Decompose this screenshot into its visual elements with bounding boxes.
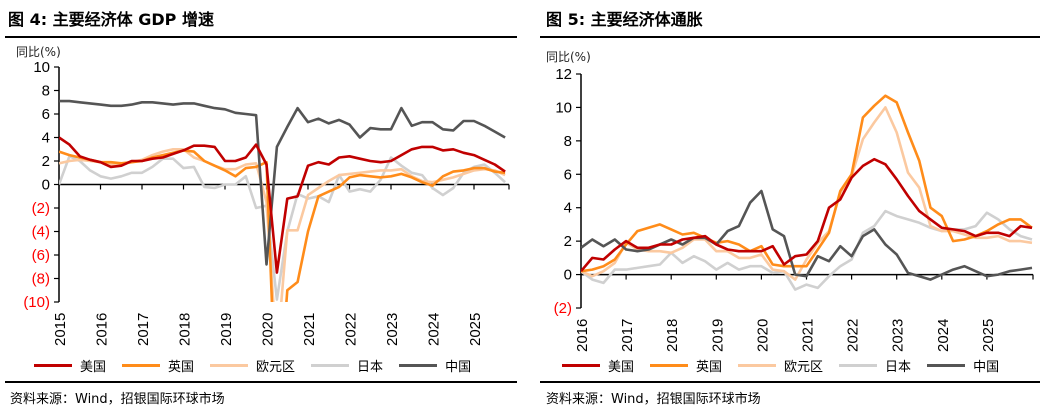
x-tick-label: 2015 (52, 313, 69, 346)
series-line-0 (581, 157, 1033, 273)
series-line-2 (581, 106, 1033, 281)
y-tick-label: 2 (42, 153, 50, 170)
y-tick-label: 8 (564, 133, 572, 150)
x-tick-label: 2017 (619, 319, 636, 352)
right-top-rule (540, 36, 1040, 38)
legend-swatch (839, 364, 878, 367)
legend-item-us: 美国 (34, 356, 106, 375)
series-line-1 (581, 94, 1033, 273)
x-tick-label: 2020 (754, 319, 771, 352)
legend-label: 美国 (80, 360, 107, 375)
y-tick-label: (10) (23, 294, 50, 311)
left-y-axis-label: 同比(%) (16, 45, 61, 59)
y-tick-label: 10 (33, 59, 50, 76)
legend-label: 中国 (973, 360, 1000, 375)
legend-item-japan: 日本 (839, 356, 911, 375)
right-legend: 美国 英国 欧元区 日本 中国 (562, 356, 1015, 375)
legend-item-uk: 英国 (122, 356, 194, 375)
y-tick-label: (4) (32, 224, 50, 241)
y-tick-label: (6) (32, 247, 50, 264)
x-tick-label: 2021 (301, 313, 318, 346)
legend-label: 日本 (885, 360, 912, 375)
y-tick-label: 8 (42, 83, 50, 100)
series-line-0 (59, 136, 506, 274)
x-tick-label: 2019 (218, 313, 235, 346)
x-tick-label: 2016 (574, 319, 591, 352)
left-chart: 10 8 6 4 2 0 (2) (4) (6) (8) (10)2015 2016 2017 2018 2… (23, 59, 510, 346)
y-tick-label: 2 (564, 233, 572, 250)
x-tick-label: 2024 (935, 319, 952, 352)
x-tick-label: 2024 (426, 313, 443, 346)
left-legend: 美国 英国 欧元区 日本 中国 (34, 356, 487, 375)
legend-swatch (738, 364, 777, 367)
y-tick-label: 6 (42, 106, 50, 123)
x-tick-label: 2019 (709, 319, 726, 352)
legend-label: 英国 (696, 360, 723, 375)
left-bottom-rule (5, 381, 517, 383)
legend-item-euro: 欧元区 (738, 356, 823, 375)
left-chart-title: 图 4: 主要经济体 GDP 增速 (8, 10, 214, 29)
right-source-note: 资料来源：Wind，招银国际环球市场 (546, 392, 761, 407)
legend-label: 欧元区 (256, 360, 296, 375)
legend-swatch (210, 364, 249, 367)
y-tick-label: 6 (564, 166, 572, 183)
legend-swatch (399, 364, 438, 367)
y-tick-label: 4 (564, 200, 572, 217)
y-tick-label: (2) (554, 300, 572, 317)
series-line-4 (59, 99, 506, 266)
right-bottom-rule (540, 381, 1040, 383)
left-source-note: 资料来源：Wind，招银国际环球市场 (10, 392, 225, 407)
right-chart: 12 10 8 6 4 2 0 (2)2016 2017 2018 2019 2020 2021 2022… (554, 66, 1034, 352)
legend-item-euro: 欧元区 (210, 356, 295, 375)
x-tick-label: 2025 (980, 319, 997, 352)
x-tick-label: 2022 (343, 313, 360, 346)
y-tick-label: 12 (555, 66, 572, 83)
legend-item-china: 中国 (927, 356, 999, 375)
x-tick-label: 2025 (467, 313, 484, 346)
legend-swatch (927, 364, 966, 367)
legend-label: 英国 (168, 360, 195, 375)
y-tick-label: 0 (42, 177, 50, 194)
legend-label: 日本 (357, 360, 384, 375)
legend-label: 美国 (608, 360, 635, 375)
x-tick-label: 2020 (260, 313, 277, 346)
legend-item-china: 中国 (399, 356, 471, 375)
y-tick-label: 10 (555, 99, 572, 116)
right-y-axis-label: 同比(%) (546, 50, 591, 64)
legend-swatch (562, 364, 600, 367)
y-tick-label: (2) (32, 200, 50, 217)
legend-swatch (122, 364, 161, 367)
y-tick-label: (8) (32, 271, 50, 288)
x-tick-label: 2017 (135, 313, 152, 346)
legend-item-us: 美国 (562, 356, 634, 375)
right-chart-title: 图 5: 主要经济体通胀 (546, 10, 703, 29)
legend-swatch (650, 364, 689, 367)
legend-swatch (311, 364, 350, 367)
x-tick-label: 2022 (845, 319, 862, 352)
x-tick-label: 2018 (177, 313, 194, 346)
left-top-rule (5, 36, 517, 38)
x-tick-label: 2018 (664, 319, 681, 352)
legend-label: 欧元区 (784, 360, 824, 375)
legend-item-japan: 日本 (311, 356, 383, 375)
legend-item-uk: 英国 (650, 356, 722, 375)
y-tick-label: 0 (564, 267, 572, 284)
legend-label: 中国 (445, 360, 472, 375)
legend-swatch (34, 364, 72, 367)
y-tick-label: 4 (42, 130, 50, 147)
x-tick-label: 2023 (384, 313, 401, 346)
x-tick-label: 2023 (890, 319, 907, 352)
x-tick-label: 2021 (800, 319, 817, 352)
x-tick-label: 2016 (94, 313, 111, 346)
